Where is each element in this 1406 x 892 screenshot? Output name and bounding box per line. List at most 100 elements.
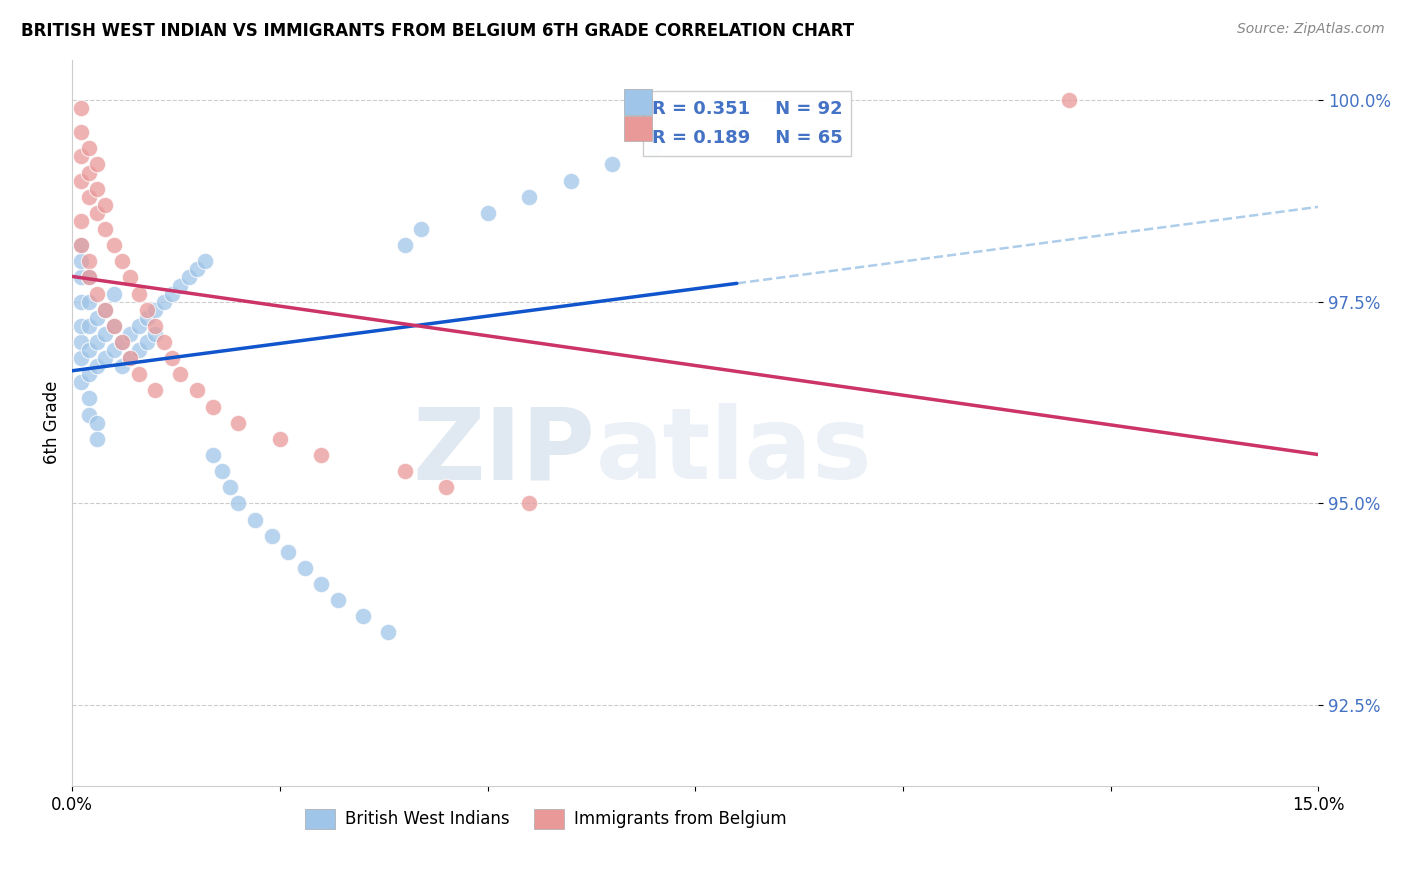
Text: R = 0.351    N = 92
R = 0.189    N = 65: R = 0.351 N = 92 R = 0.189 N = 65 xyxy=(651,100,842,147)
Point xyxy=(277,545,299,559)
Point xyxy=(86,182,108,196)
Point xyxy=(94,222,117,236)
Point xyxy=(434,480,457,494)
Point xyxy=(326,593,349,607)
Point xyxy=(186,384,208,398)
Point xyxy=(103,343,125,357)
Point xyxy=(143,384,166,398)
Point xyxy=(77,392,100,406)
Point xyxy=(394,238,416,252)
Point xyxy=(77,270,100,285)
Point xyxy=(94,326,117,341)
Point xyxy=(69,125,91,139)
Point xyxy=(86,432,108,446)
Point xyxy=(269,432,291,446)
Point xyxy=(77,270,100,285)
Point xyxy=(169,278,191,293)
Point xyxy=(477,206,499,220)
Point xyxy=(111,334,134,349)
Point xyxy=(560,174,582,188)
Point xyxy=(1057,93,1080,107)
Point xyxy=(228,496,250,510)
Text: Source: ZipAtlas.com: Source: ZipAtlas.com xyxy=(1237,22,1385,37)
Point xyxy=(86,334,108,349)
Point xyxy=(86,310,108,325)
Point xyxy=(128,368,150,382)
Point xyxy=(152,334,174,349)
Point xyxy=(77,408,100,422)
Point xyxy=(352,609,374,624)
Point xyxy=(160,286,183,301)
Point xyxy=(160,351,183,366)
Point xyxy=(169,368,191,382)
Point xyxy=(77,343,100,357)
Point xyxy=(69,238,91,252)
Point xyxy=(143,302,166,317)
Point xyxy=(128,318,150,333)
Point xyxy=(69,318,91,333)
Point xyxy=(143,326,166,341)
Point xyxy=(103,318,125,333)
Point xyxy=(86,157,108,171)
Point xyxy=(228,416,250,430)
Text: BRITISH WEST INDIAN VS IMMIGRANTS FROM BELGIUM 6TH GRADE CORRELATION CHART: BRITISH WEST INDIAN VS IMMIGRANTS FROM B… xyxy=(21,22,855,40)
FancyBboxPatch shape xyxy=(624,116,651,142)
Point xyxy=(77,190,100,204)
Point xyxy=(103,238,125,252)
Point xyxy=(111,359,134,374)
Point xyxy=(219,480,242,494)
Point xyxy=(69,270,91,285)
FancyBboxPatch shape xyxy=(624,89,651,115)
Point xyxy=(517,496,540,510)
Point xyxy=(69,174,91,188)
Point xyxy=(69,149,91,163)
Point xyxy=(69,294,91,309)
Point xyxy=(77,141,100,155)
Point xyxy=(143,318,166,333)
Point xyxy=(69,351,91,366)
Point xyxy=(211,464,233,478)
Point xyxy=(136,302,159,317)
Point xyxy=(69,214,91,228)
Point xyxy=(136,310,159,325)
Point xyxy=(69,334,91,349)
Point xyxy=(202,400,225,414)
Point xyxy=(86,359,108,374)
Point xyxy=(194,254,217,268)
Point xyxy=(120,326,142,341)
Point xyxy=(120,270,142,285)
Point xyxy=(111,334,134,349)
Point xyxy=(69,238,91,252)
Point xyxy=(86,206,108,220)
Point xyxy=(311,577,333,591)
Point xyxy=(186,262,208,277)
Point xyxy=(394,464,416,478)
Point xyxy=(77,368,100,382)
Point xyxy=(94,302,117,317)
Point xyxy=(243,512,266,526)
Point xyxy=(86,416,108,430)
Point xyxy=(69,376,91,390)
Point xyxy=(136,334,159,349)
Point xyxy=(517,190,540,204)
Y-axis label: 6th Grade: 6th Grade xyxy=(44,381,60,465)
Point xyxy=(94,302,117,317)
Point xyxy=(120,351,142,366)
Point xyxy=(643,141,665,155)
Point xyxy=(77,294,100,309)
Point xyxy=(152,294,174,309)
Point xyxy=(128,286,150,301)
Point xyxy=(69,101,91,115)
Point xyxy=(600,157,623,171)
Point xyxy=(86,286,108,301)
Text: atlas: atlas xyxy=(596,403,872,500)
Point xyxy=(103,318,125,333)
Point xyxy=(94,198,117,212)
Point xyxy=(77,254,100,268)
Point xyxy=(311,448,333,462)
Text: ZIP: ZIP xyxy=(413,403,596,500)
Point xyxy=(177,270,200,285)
Point xyxy=(411,222,433,236)
Point xyxy=(260,529,283,543)
Legend: British West Indians, Immigrants from Belgium: British West Indians, Immigrants from Be… xyxy=(298,802,793,836)
